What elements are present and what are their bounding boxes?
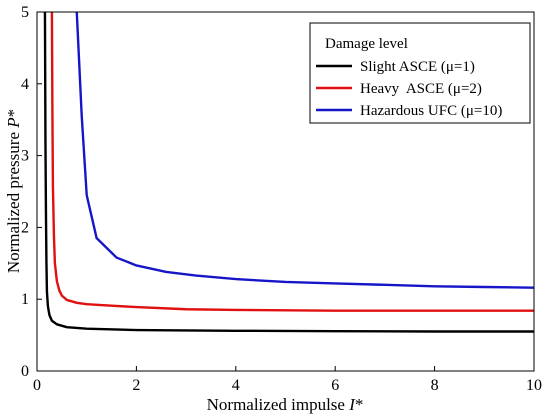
x-tick-label-3: 6: [331, 377, 339, 394]
series-line-0: [43, 12, 534, 333]
series-line-1: [50, 12, 534, 312]
legend-label-0: Slight ASCE (μ=1): [360, 59, 475, 75]
y-tick-label-4: 4: [21, 76, 29, 93]
y-axis-label-sup: *: [4, 109, 23, 118]
legend-box: [309, 22, 531, 124]
y-tick-label-3: 3: [21, 148, 29, 165]
x-axis-label-sup: *: [355, 395, 364, 414]
legend-label-2: Hazardous UFC (μ=10): [360, 103, 502, 119]
y-tick-label-1: 1: [21, 291, 29, 308]
y-axis-label-var: P: [4, 117, 23, 128]
x-axis-label-var: I: [348, 395, 356, 414]
legend: Damage level Slight ASCE (μ=1) Heavy ASCE…: [309, 22, 531, 124]
x-axis-label-main: Normalized impulse: [207, 395, 350, 414]
x-tick-label-1: 2: [132, 377, 140, 394]
y-tick-label-0: 0: [21, 363, 29, 380]
x-axis-label: Normalized impulse I*: [207, 395, 364, 414]
legend-label-1: Heavy ASCE (μ=2): [360, 81, 482, 97]
y-tick-label-2: 2: [21, 219, 29, 236]
x-tick-label-2: 4: [232, 377, 240, 394]
x-tick-label-0: 0: [33, 377, 41, 394]
x-tick-label-4: 8: [431, 377, 439, 394]
y-axis-label-main: Normalized pressure: [4, 128, 23, 273]
series-line-2: [75, 12, 534, 289]
legend-title: Damage level: [325, 36, 408, 52]
x-tick-label-5: 10: [526, 377, 542, 394]
y-axis-label: Normalized pressure P*: [4, 109, 23, 273]
plot-frame: [36, 11, 535, 372]
y-tick-label-5: 5: [21, 4, 29, 21]
